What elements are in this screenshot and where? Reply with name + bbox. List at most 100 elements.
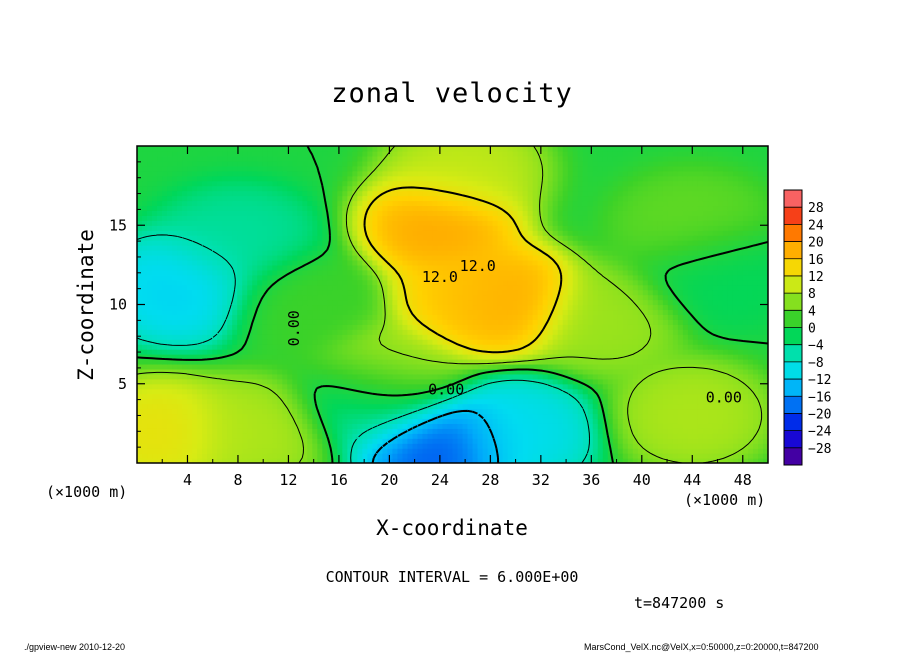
heat-cell bbox=[547, 398, 554, 405]
heat-cell bbox=[392, 309, 399, 315]
heat-cell bbox=[472, 309, 479, 315]
heat-cell bbox=[337, 393, 343, 400]
heat-cell bbox=[612, 453, 619, 459]
heat-cell bbox=[697, 358, 704, 365]
heat-cell bbox=[282, 413, 288, 420]
heat-cell bbox=[202, 393, 208, 400]
heat-cell bbox=[722, 304, 729, 311]
heat-cell bbox=[482, 269, 489, 276]
heat-cell bbox=[457, 393, 464, 400]
heat-cell bbox=[427, 438, 434, 444]
heat-cell bbox=[602, 324, 609, 330]
heat-cell bbox=[712, 354, 719, 360]
heat-cell bbox=[157, 408, 163, 415]
heat-cell bbox=[292, 314, 298, 320]
heat-cell bbox=[752, 403, 759, 410]
heat-cell bbox=[162, 349, 168, 355]
heat-cell bbox=[197, 274, 203, 281]
heat-cell bbox=[282, 324, 288, 330]
heat-cell bbox=[567, 413, 574, 420]
heat-cell bbox=[567, 269, 574, 276]
heat-cell bbox=[197, 309, 203, 315]
heat-cell bbox=[697, 388, 704, 395]
heat-cell bbox=[347, 279, 353, 286]
heat-cell bbox=[207, 284, 213, 291]
heat-cell bbox=[682, 373, 689, 380]
heat-cell bbox=[297, 423, 303, 429]
heat-cell bbox=[212, 388, 218, 395]
heat-cell bbox=[452, 329, 459, 335]
heat-cell bbox=[582, 349, 589, 355]
heat-cell bbox=[642, 383, 649, 390]
heat-cell bbox=[312, 373, 318, 380]
heat-cell bbox=[227, 309, 233, 315]
heat-cell bbox=[457, 304, 464, 311]
heat-cell bbox=[542, 284, 549, 291]
heat-cell bbox=[267, 269, 273, 276]
heat-cell bbox=[407, 413, 414, 420]
heat-cell bbox=[507, 354, 514, 360]
heat-cell bbox=[702, 438, 709, 444]
heat-cell bbox=[497, 339, 504, 345]
heat-cell bbox=[692, 354, 699, 360]
heat-cell bbox=[432, 428, 439, 434]
heat-cell bbox=[312, 349, 318, 355]
heat-cell bbox=[737, 363, 744, 370]
heat-cell bbox=[547, 443, 554, 449]
heat-cell bbox=[297, 284, 303, 291]
heat-cell bbox=[692, 458, 699, 463]
heat-cell bbox=[632, 349, 639, 355]
heat-cell bbox=[187, 373, 193, 380]
heat-cell bbox=[457, 269, 464, 276]
heat-cell bbox=[672, 329, 679, 335]
heat-cell bbox=[302, 319, 308, 325]
heat-cell bbox=[647, 443, 654, 449]
heat-cell bbox=[497, 413, 504, 420]
heat-cell bbox=[172, 363, 178, 370]
heat-cell bbox=[307, 443, 313, 449]
heat-cell bbox=[332, 448, 338, 454]
heat-cell bbox=[202, 309, 208, 315]
heat-cell bbox=[222, 383, 228, 390]
heat-cell bbox=[427, 329, 434, 335]
heat-cell bbox=[752, 433, 759, 439]
heat-cell bbox=[732, 403, 739, 410]
heat-cell bbox=[497, 428, 504, 434]
heat-cell bbox=[367, 274, 373, 281]
heat-cell bbox=[417, 413, 424, 420]
heat-cell bbox=[502, 319, 509, 325]
heat-cell bbox=[382, 299, 388, 306]
heat-cell bbox=[717, 428, 724, 434]
heat-cell bbox=[362, 423, 368, 429]
heat-cell bbox=[492, 319, 499, 325]
heat-cell bbox=[737, 383, 744, 390]
heat-cell bbox=[207, 319, 213, 325]
heat-cell bbox=[352, 408, 358, 415]
heat-cell bbox=[487, 358, 494, 365]
heat-cell bbox=[597, 388, 604, 395]
heat-cell bbox=[182, 443, 188, 449]
heat-cell bbox=[552, 349, 559, 355]
heat-cell bbox=[582, 284, 589, 291]
heat-cell bbox=[367, 324, 373, 330]
heat-cell bbox=[147, 354, 153, 360]
heat-cell bbox=[557, 383, 564, 390]
heat-cell bbox=[572, 289, 579, 296]
heat-cell bbox=[322, 319, 328, 325]
heat-cell bbox=[472, 453, 479, 459]
heat-cell bbox=[722, 339, 729, 345]
heat-cell bbox=[227, 334, 233, 340]
heat-cell bbox=[337, 438, 343, 444]
heat-cell bbox=[177, 329, 183, 335]
heat-cell bbox=[287, 443, 293, 449]
heat-cell bbox=[252, 358, 258, 365]
heat-cell bbox=[557, 448, 564, 454]
heat-cell bbox=[572, 324, 579, 330]
heat-cell bbox=[137, 284, 143, 291]
heat-cell bbox=[382, 453, 388, 459]
heat-cell bbox=[452, 299, 459, 306]
heat-cell bbox=[402, 448, 409, 454]
heat-cell bbox=[327, 418, 333, 424]
heat-cell bbox=[377, 289, 383, 296]
heat-cell bbox=[712, 388, 719, 395]
